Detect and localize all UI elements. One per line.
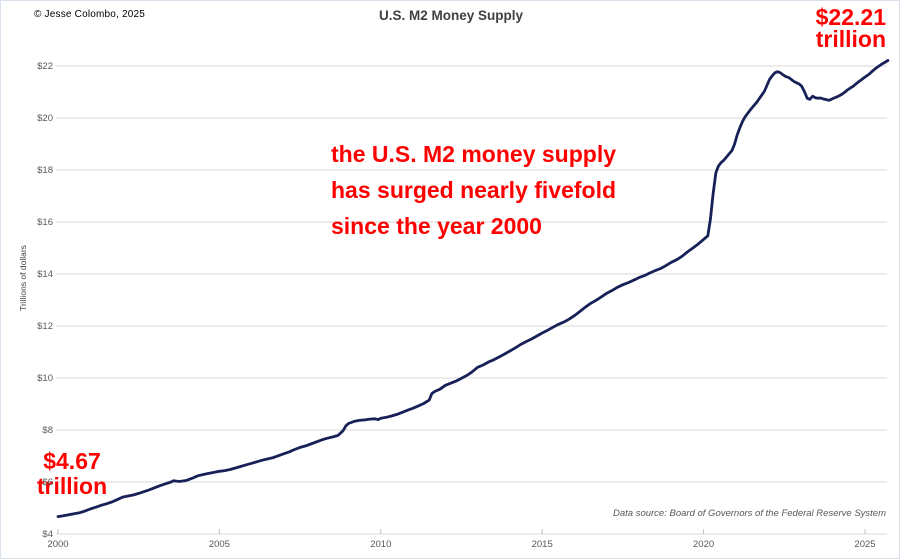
center-note-line2: has surged nearly fivefold [331, 177, 617, 203]
x-tick-label: 2015 [531, 539, 553, 550]
end-value-annotation: $22.21 trillion [815, 4, 886, 52]
m2-series-line [56, 59, 890, 518]
page-title: U.S. M2 Money Supply [378, 8, 524, 23]
end-value-line2: trillion [815, 26, 886, 52]
end-value-line1: $22.21 [815, 4, 886, 30]
data-source-text: Data source: Board of Governors of the F… [613, 508, 886, 519]
x-tick-label: 2025 [854, 539, 876, 550]
y-tick-label: $8 [42, 425, 53, 436]
x-tick-label: 2010 [370, 539, 392, 550]
x-tick-label: 2000 [47, 539, 69, 550]
center-note-line3: since the year 2000 [331, 213, 542, 239]
x-tick-label: 2005 [208, 539, 230, 550]
start-value-annotation: $4.67 trillion [19, 449, 125, 499]
y-tick-label: $6 [42, 477, 53, 488]
y-tick-label: $18 [37, 165, 53, 176]
start-value-line1: $4.67 [43, 448, 101, 474]
y-tick-label: $12 [37, 321, 53, 332]
copyright-text: © Jesse Colombo, 2025 [34, 9, 146, 20]
center-note-line1: the U.S. M2 money supply [331, 141, 616, 167]
y-tick-label: $20 [37, 113, 53, 124]
start-value-line2: trillion [36, 473, 108, 499]
y-tick-label: $14 [37, 269, 53, 280]
x-tick-label: 2020 [693, 539, 715, 550]
center-note-annotation: the U.S. M2 money supply has surged near… [331, 136, 616, 244]
y-tick-label: $16 [37, 217, 53, 228]
y-tick-label: $22 [37, 61, 53, 72]
y-tick-label: $4 [42, 529, 53, 540]
y-tick-label: $10 [37, 373, 53, 384]
